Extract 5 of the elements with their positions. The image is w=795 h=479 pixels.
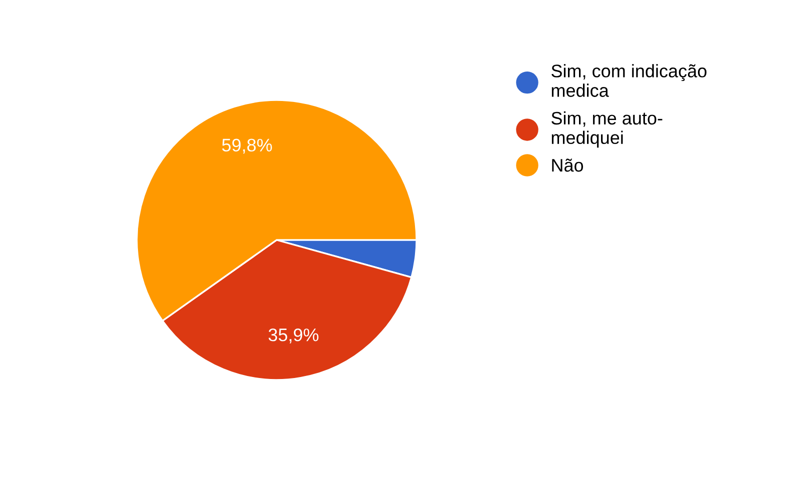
legend-label: Não — [552, 158, 584, 172]
data-label: 59,8% — [222, 138, 272, 154]
legend-label: Sim, com indicação medica — [552, 64, 706, 97]
legend-label: Sim, me auto- mediquei — [552, 111, 662, 148]
data-label: 35,9% — [268, 328, 318, 344]
